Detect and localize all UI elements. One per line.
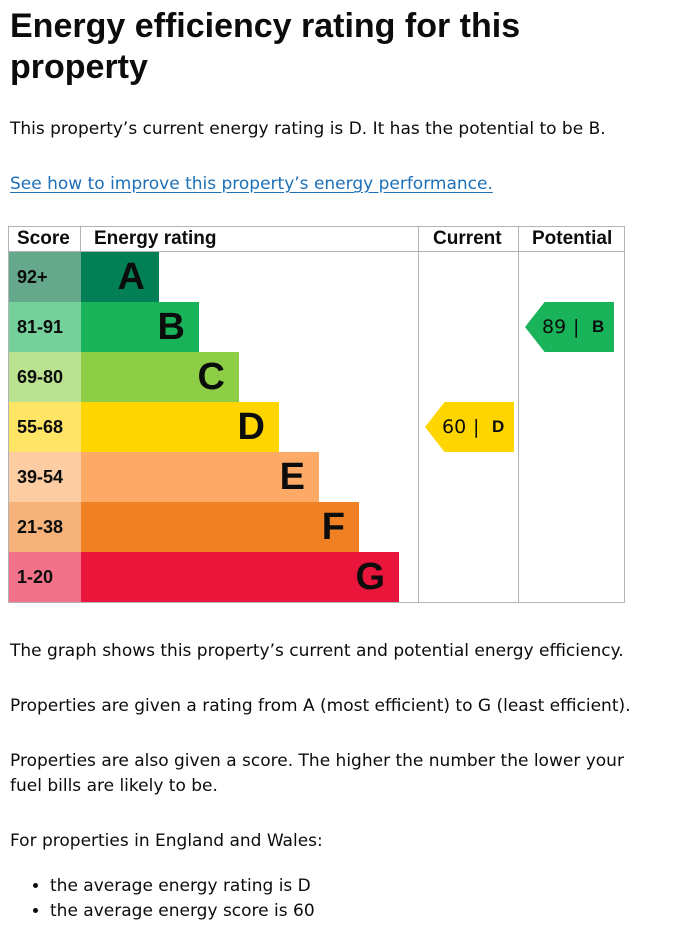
band-letter: B bbox=[157, 306, 185, 348]
current-letter: D bbox=[492, 417, 505, 436]
band-bar-c: C bbox=[81, 352, 239, 402]
header-energy-rating: Energy rating bbox=[94, 228, 217, 249]
list-item: the average energy score is 60 bbox=[50, 899, 315, 924]
potential-letter: B bbox=[592, 317, 605, 336]
potential-rating-arrow: 89 | B bbox=[525, 302, 614, 352]
header-potential: Potential bbox=[532, 228, 613, 249]
current-score: 60 bbox=[442, 416, 467, 438]
current-separator: | bbox=[473, 416, 480, 438]
score-column-divider bbox=[80, 226, 81, 252]
header-score: Score bbox=[17, 228, 70, 249]
band-letter: E bbox=[279, 456, 305, 498]
band-score: 39-54 bbox=[9, 452, 81, 502]
band-letter: G bbox=[355, 556, 385, 598]
band-letter: C bbox=[197, 356, 225, 398]
band-letter: A bbox=[117, 256, 145, 298]
improve-performance-link[interactable]: See how to improve this property’s energ… bbox=[10, 174, 493, 194]
band-score: 55-68 bbox=[9, 402, 81, 452]
band-score: 21-38 bbox=[9, 502, 81, 552]
current-rating-summary: This property’s current energy rating is… bbox=[10, 119, 606, 139]
potential-separator: | bbox=[573, 316, 580, 338]
england-wales-intro: For properties in England and Wales: bbox=[10, 831, 323, 851]
band-bar-d: D bbox=[81, 402, 279, 452]
page-title: Energy efficiency rating for this proper… bbox=[10, 7, 521, 86]
band-score: 81-91 bbox=[9, 302, 81, 352]
band-bar-f: F bbox=[81, 502, 359, 552]
band-bar-b: B bbox=[81, 302, 199, 352]
band-letter: F bbox=[321, 506, 345, 548]
band-score: 92+ bbox=[9, 252, 81, 302]
rating-explanation: Properties are given a rating from A (mo… bbox=[10, 696, 631, 716]
potential-column-divider bbox=[518, 226, 519, 603]
chart-border bbox=[8, 226, 625, 603]
average-bullets: the average energy rating is D the avera… bbox=[10, 874, 315, 924]
score-explanation: Properties are also given a score. The h… bbox=[10, 751, 624, 796]
header-current: Current bbox=[433, 228, 502, 249]
current-column-divider bbox=[418, 226, 419, 603]
graph-explanation: The graph shows this property’s current … bbox=[10, 641, 624, 661]
band-bar-g: G bbox=[81, 552, 399, 602]
band-letter: D bbox=[237, 406, 265, 448]
header-divider bbox=[8, 251, 625, 252]
band-bar-e: E bbox=[81, 452, 319, 502]
band-score: 69-80 bbox=[9, 352, 81, 402]
band-bar-a: A bbox=[81, 252, 159, 302]
band-score: 1-20 bbox=[9, 552, 81, 602]
list-item: the average energy rating is D bbox=[50, 874, 315, 899]
potential-score: 89 bbox=[542, 316, 567, 338]
current-rating-arrow: 60 | D bbox=[425, 402, 514, 452]
